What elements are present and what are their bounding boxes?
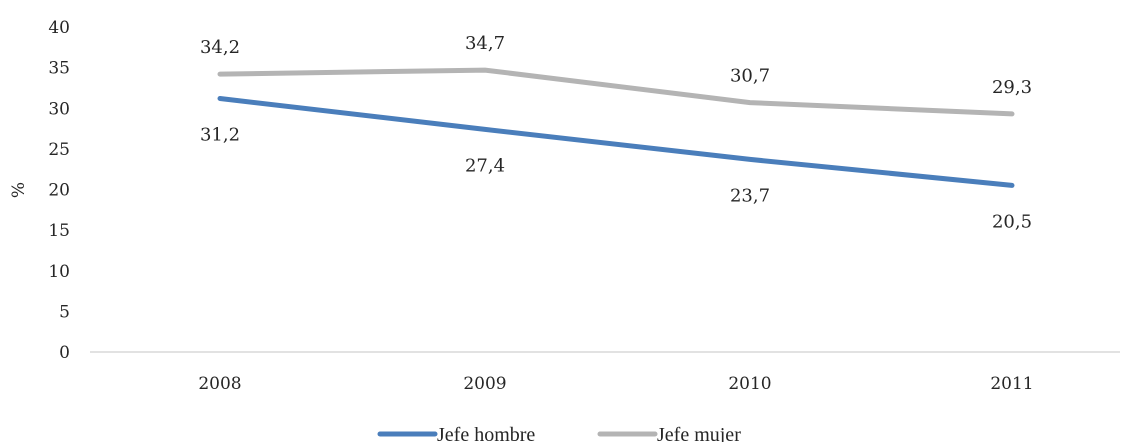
data-label: 27,4 [465, 155, 505, 176]
legend-label: Jefe mujer [657, 424, 741, 442]
data-label: 30,7 [730, 66, 770, 87]
data-label: 31,2 [200, 125, 240, 146]
x-tick-label: 2010 [728, 374, 771, 394]
y-tick-label: 5 [59, 302, 70, 322]
series-line-0 [217, 96, 1015, 188]
y-tick-label: 10 [48, 262, 70, 282]
data-label: 23,7 [730, 185, 770, 206]
y-axis-title: % [9, 182, 29, 198]
x-tick-label: 2008 [198, 374, 241, 394]
y-tick-label: 0 [59, 343, 70, 363]
legend: Jefe hombre Jefe mujer [377, 424, 741, 442]
y-tick-label: 25 [48, 140, 70, 160]
data-label: 29,3 [992, 77, 1032, 98]
x-tick-label: 2009 [463, 374, 506, 394]
y-tick-label: 20 [48, 181, 70, 201]
y-tick-label: 30 [48, 99, 70, 119]
y-tick-label: 15 [48, 221, 70, 241]
legend-label: Jefe hombre [437, 424, 535, 442]
data-labels: 31,2 27,4 23,7 20,5 34,2 34,7 30,7 29,3 [200, 33, 1032, 232]
data-label: 34,2 [200, 37, 240, 58]
y-tick-label: 40 [48, 18, 70, 38]
data-label: 20,5 [992, 211, 1032, 232]
series-lines [217, 67, 1015, 188]
y-axis-ticks: 0 5 10 15 20 25 30 35 40 [48, 18, 70, 363]
data-label: 34,7 [465, 33, 505, 54]
series-line-1 [217, 67, 1015, 117]
x-tick-label: 2011 [990, 374, 1033, 394]
x-axis-ticks: 2008 2009 2010 2011 [198, 374, 1033, 394]
y-tick-label: 35 [48, 59, 70, 79]
